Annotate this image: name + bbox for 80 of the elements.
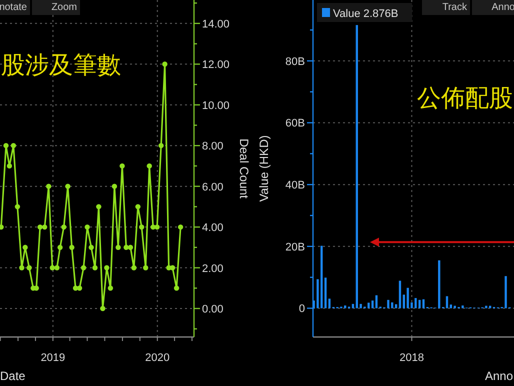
y-axis-title: Value (HKD)	[257, 135, 271, 202]
y-tick-label: 20B	[285, 241, 305, 254]
bar	[324, 278, 327, 308]
point	[3, 142, 9, 148]
point	[84, 224, 90, 230]
point	[162, 62, 168, 67]
y-tick-label: 60B	[285, 118, 305, 130]
point	[158, 142, 164, 148]
y-tick-label: 12.00	[202, 59, 230, 72]
bar	[356, 25, 358, 308]
text: 股涉及筆數	[1, 51, 121, 79]
legend-label: Value 2.876B	[333, 8, 398, 20]
point	[54, 265, 60, 270]
point	[19, 265, 24, 270]
x-axis-title: Anno	[484, 369, 514, 383]
point	[69, 244, 74, 250]
y-tick-label: 8.00	[202, 140, 224, 153]
point	[42, 224, 48, 230]
point	[6, 163, 12, 169]
point	[128, 244, 134, 250]
point	[124, 244, 129, 250]
x-axis-title: Date	[0, 369, 26, 383]
annotation: Track	[442, 2, 468, 13]
point	[88, 244, 94, 250]
bar	[504, 276, 507, 308]
y-tick-label: 2.00	[202, 262, 224, 275]
bar	[446, 296, 448, 308]
point	[57, 244, 63, 250]
y-tick-label: 6.00	[202, 181, 224, 194]
point	[131, 265, 137, 270]
x-tick-label: 2018	[399, 352, 424, 364]
text: 公佈配股	[417, 84, 513, 112]
point	[108, 286, 114, 291]
point	[10, 142, 16, 148]
point	[135, 204, 141, 210]
bar	[387, 300, 390, 308]
point	[46, 184, 52, 189]
point	[100, 306, 106, 312]
bar	[485, 306, 488, 308]
point	[178, 224, 184, 230]
bar	[398, 280, 402, 308]
point	[143, 265, 148, 270]
x-tick-label: 2019	[40, 352, 66, 364]
point	[26, 265, 32, 270]
point	[139, 224, 144, 230]
point	[65, 184, 70, 189]
point	[80, 265, 86, 270]
y-tick-label: 0.00	[202, 303, 224, 316]
bar	[328, 298, 331, 308]
point	[104, 265, 110, 270]
y-tick-label: 14.00	[202, 18, 230, 30]
bar	[394, 304, 398, 308]
point	[14, 204, 20, 210]
y-tick-label: 4.00	[202, 222, 224, 234]
point	[61, 224, 66, 230]
point	[174, 286, 180, 291]
bar	[438, 260, 440, 308]
y-axis-title: Deal Count	[237, 138, 251, 200]
bar	[368, 302, 370, 308]
y-tick-label: 0	[298, 303, 305, 316]
point	[116, 244, 121, 250]
bar	[406, 288, 409, 308]
point	[112, 184, 118, 189]
x-tick-label: 2020	[145, 352, 170, 364]
point	[120, 163, 125, 169]
point	[146, 163, 152, 169]
y-tick-label: 40B	[285, 180, 305, 192]
bar	[320, 246, 323, 308]
y-tick-label: 10.00	[202, 100, 230, 112]
bar	[462, 305, 464, 308]
bar	[414, 298, 417, 308]
bar	[454, 306, 456, 308]
point	[22, 244, 28, 250]
annotation: notate	[0, 2, 28, 13]
y-tick-label: 80B	[285, 56, 305, 68]
point	[96, 204, 102, 210]
annotation: Zoom	[51, 2, 77, 13]
point	[37, 224, 43, 230]
point	[50, 265, 55, 270]
point	[92, 265, 98, 270]
